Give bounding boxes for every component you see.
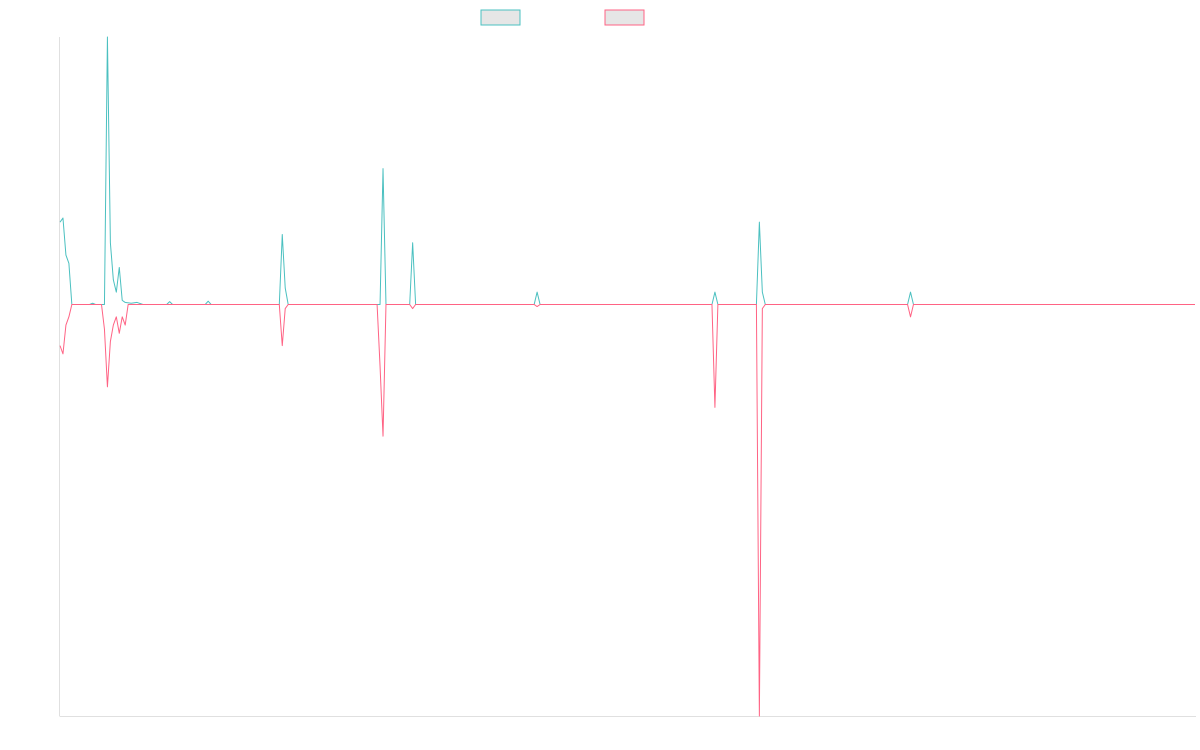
series-line-1[interactable] [59,36,1195,305]
series-line-2[interactable] [59,303,1195,717]
legend-swatch-series-2[interactable] [604,9,645,26]
legend-swatch-series-1[interactable] [480,9,521,26]
legend [480,9,645,26]
plot-area [59,36,1195,717]
